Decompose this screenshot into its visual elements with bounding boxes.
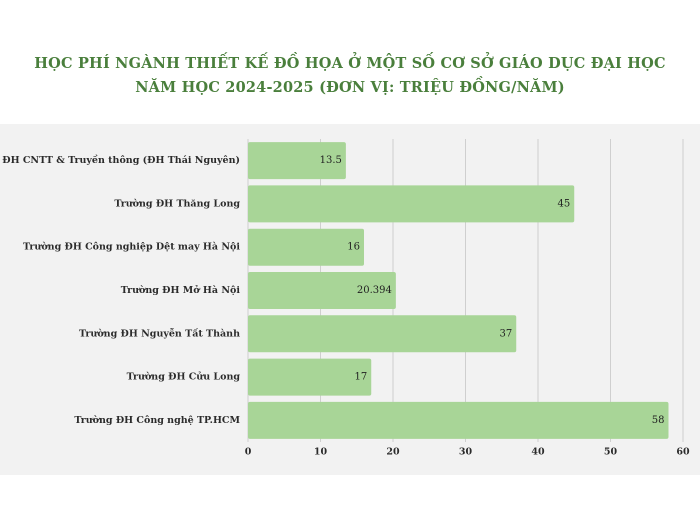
category-labels: Trường ĐH CNTT & Truyền thông (ĐH Thái N… <box>0 154 240 426</box>
category-label-5: Trường ĐH Cửu Long <box>127 372 241 383</box>
x-tick-label-20: 20 <box>386 447 400 458</box>
value-label-5: 17 <box>355 372 368 383</box>
value-label-2: 16 <box>347 242 360 253</box>
x-axis-ticks: 0 10 20 30 40 50 60 <box>245 447 690 458</box>
category-label-6: Trường ĐH Công nghệ TP.HCM <box>74 415 240 426</box>
bar-5 <box>248 358 372 396</box>
bar-3 <box>248 272 396 309</box>
chart-title: HỌC PHÍ NGÀNH THIẾT KẾ ĐỒ HỌA Ở MỘT SỐ C… <box>0 52 700 100</box>
bar-1 <box>248 185 575 223</box>
x-tick-label-40: 40 <box>531 447 545 458</box>
value-label-6: 58 <box>652 415 665 426</box>
bars <box>248 142 669 439</box>
value-label-4: 37 <box>500 328 513 339</box>
bar-2 <box>248 228 364 266</box>
bar-4 <box>248 315 517 353</box>
bar-6 <box>248 401 669 439</box>
value-label-1: 45 <box>558 198 571 209</box>
category-label-0: Trường ĐH CNTT & Truyền thông (ĐH Thái N… <box>0 154 240 166</box>
x-tick-label-10: 10 <box>314 447 328 458</box>
value-label-3: 20.394 <box>357 285 392 296</box>
value-label-0: 13.5 <box>320 155 342 166</box>
x-tick-label-50: 50 <box>604 447 618 458</box>
category-label-3: Trường ĐH Mở Hà Nội <box>121 285 241 296</box>
chart-title-line-1: HỌC PHÍ NGÀNH THIẾT KẾ ĐỒ HỌA Ở MỘT SỐ C… <box>34 55 666 72</box>
category-label-1: Trường ĐH Thăng Long <box>114 198 240 209</box>
category-label-4: Trường ĐH Nguyễn Tất Thành <box>79 327 240 339</box>
x-tick-label-0: 0 <box>245 447 252 458</box>
value-labels: 13.5 45 16 20.394 37 17 58 <box>320 155 665 426</box>
bar-0 <box>248 142 346 180</box>
x-tick-label-30: 30 <box>459 447 473 458</box>
chart-title-line-2: NĂM HỌC 2024-2025 (ĐƠN VỊ: TRIỆU ĐỒNG/NĂ… <box>135 79 565 96</box>
category-label-2: Trường ĐH Công nghiệp Dệt may Hà Nội <box>23 242 240 253</box>
x-tick-label-60: 60 <box>676 447 690 458</box>
